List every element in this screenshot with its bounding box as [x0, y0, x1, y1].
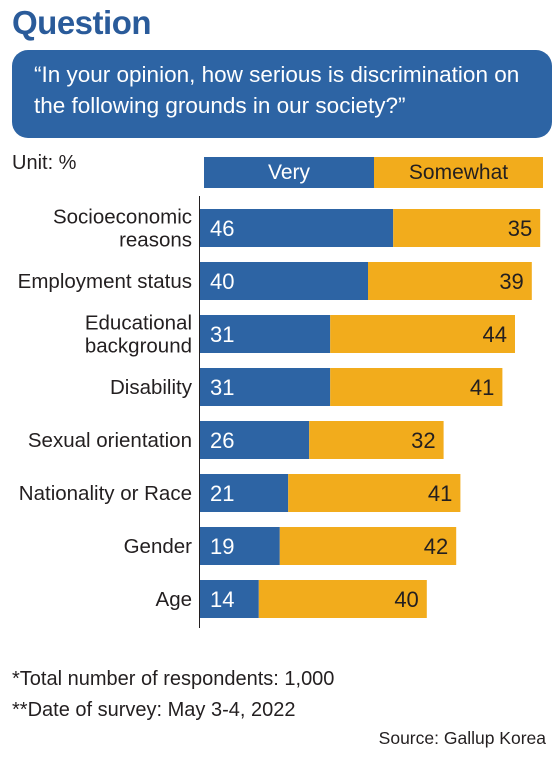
legend-somewhat: Somewhat	[374, 157, 543, 188]
category-label: Nationality or Race	[19, 482, 192, 505]
footnote-survey-date: **Date of survey: May 3-4, 2022	[12, 699, 296, 721]
bar-somewhat	[309, 421, 444, 459]
bar-very	[200, 580, 259, 618]
bar-somewhat	[393, 209, 541, 247]
data-label-somewhat: 41	[470, 375, 494, 400]
data-label-very: 40	[210, 269, 234, 294]
category-label: Age	[156, 588, 192, 611]
bar-somewhat	[279, 527, 457, 565]
category-label: Gender	[124, 535, 193, 558]
data-label-very: 21	[210, 481, 234, 506]
data-label-very: 14	[210, 587, 234, 612]
bar-somewhat	[330, 315, 515, 353]
data-label-somewhat: 42	[424, 534, 448, 559]
page-title: Question	[12, 4, 152, 41]
bar-very	[200, 527, 280, 565]
category-axis-line	[199, 196, 200, 628]
data-label-very: 31	[210, 322, 234, 347]
bar-very	[200, 421, 310, 459]
footnotes: *Total number of respondents: 1,000 **Da…	[12, 664, 334, 726]
bar-somewhat	[330, 368, 503, 406]
bar-somewhat	[258, 580, 427, 618]
data-label-somewhat: 41	[428, 481, 452, 506]
category-label: Educational	[85, 312, 192, 335]
category-label: Socioeconomic	[53, 206, 192, 229]
data-label-somewhat: 40	[394, 587, 418, 612]
data-label-very: 31	[210, 375, 234, 400]
category-label: Disability	[110, 376, 193, 399]
category-label: Sexual orientation	[28, 429, 192, 452]
legend-very: Very	[204, 157, 374, 188]
bar-very	[200, 315, 331, 353]
data-label-somewhat: 35	[508, 216, 532, 241]
data-label-very: 19	[210, 534, 234, 559]
data-label-very: 46	[210, 216, 234, 241]
source-note: Source: Gallup Korea	[378, 728, 546, 748]
footnote-respondents: *Total number of respondents: 1,000	[12, 668, 335, 690]
data-label-somewhat: 32	[411, 428, 435, 453]
unit-label: Unit: %	[12, 152, 77, 174]
bar-very	[200, 368, 331, 406]
bar-very	[200, 209, 394, 247]
category-label: background	[85, 335, 192, 358]
bar-somewhat	[368, 262, 532, 300]
data-label-very: 26	[210, 428, 234, 453]
bar-very	[200, 262, 368, 300]
data-label-somewhat: 44	[483, 322, 507, 347]
category-label: reasons	[119, 229, 192, 252]
category-label: Employment status	[18, 270, 192, 293]
data-label-somewhat: 39	[499, 269, 523, 294]
question-box: “In your opinion, how serious is discrim…	[12, 50, 552, 138]
bar-very	[200, 474, 289, 512]
bar-somewhat	[288, 474, 461, 512]
